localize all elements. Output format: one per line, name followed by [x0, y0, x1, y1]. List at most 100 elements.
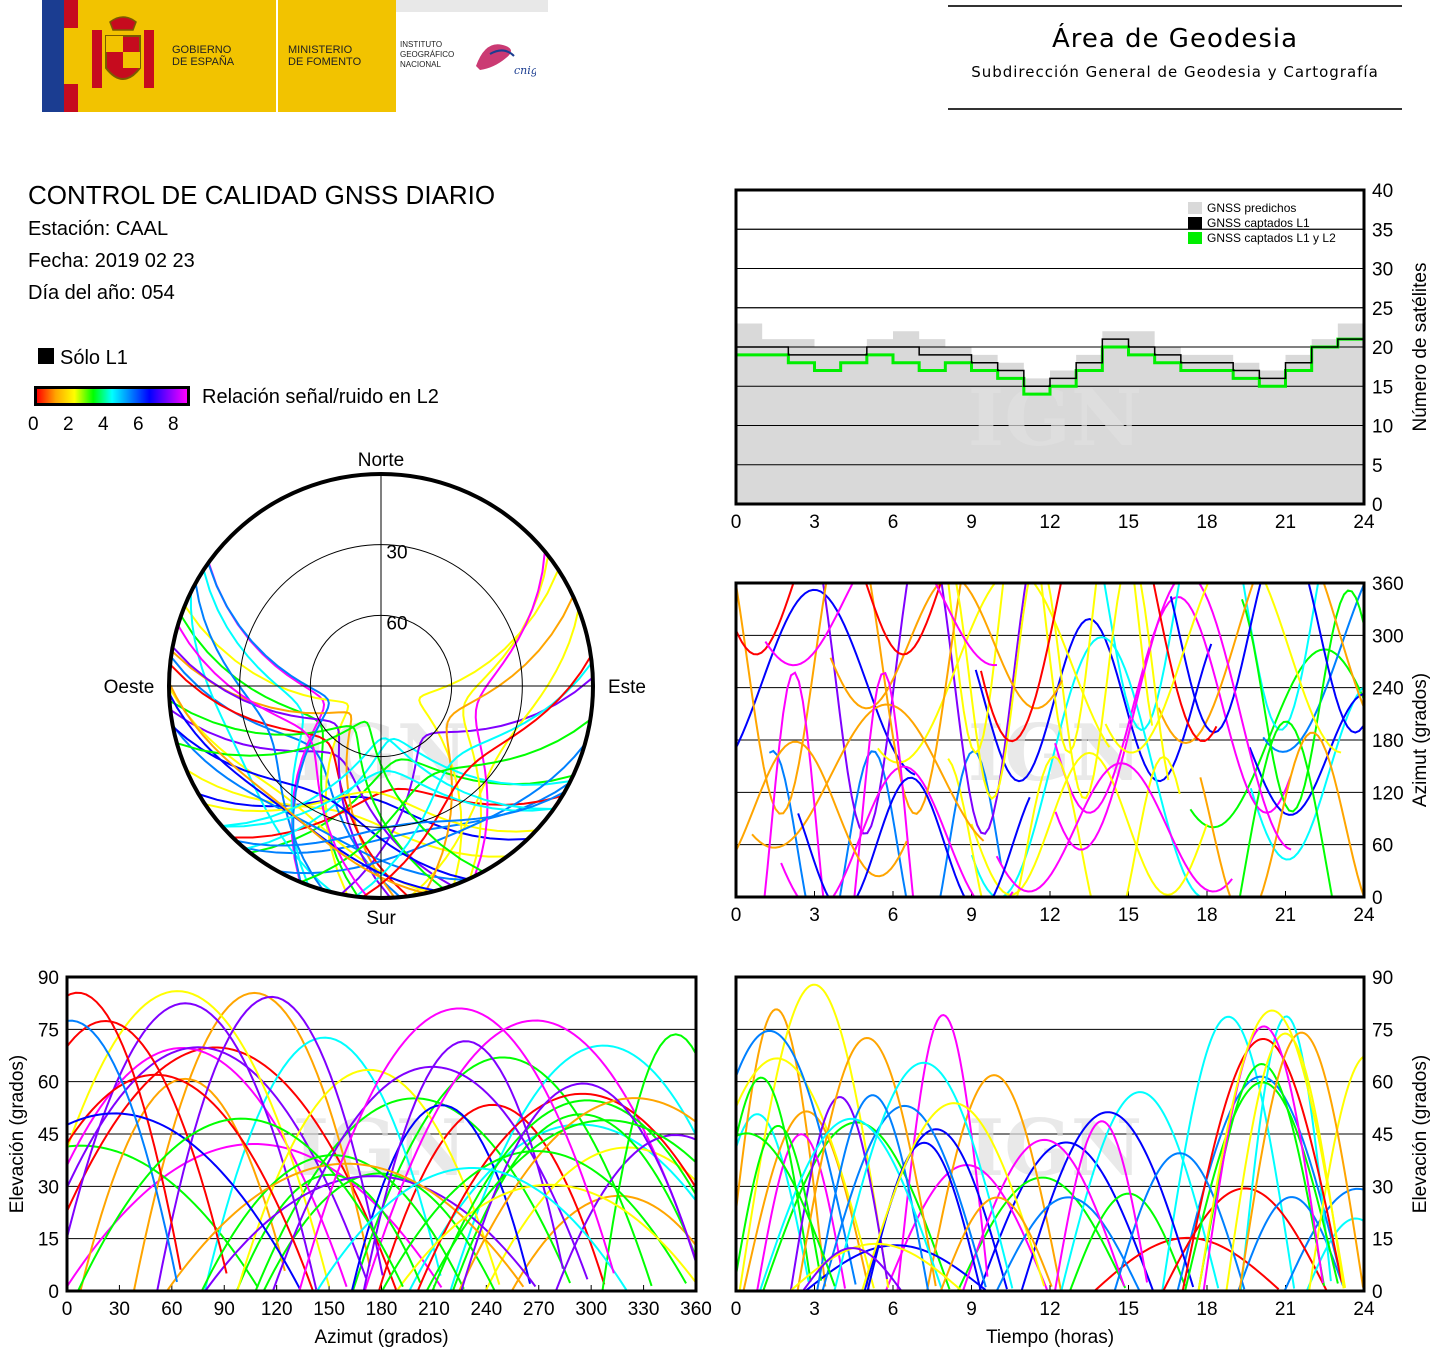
y-tick-label: 0 — [1372, 495, 1383, 516]
satellite-track — [416, 1092, 696, 1291]
x-tick-label: 18 — [1196, 1299, 1217, 1320]
satellite-track — [1241, 589, 1364, 813]
satellite-track — [789, 1242, 963, 1291]
satellite-track — [351, 1056, 653, 1291]
x-tick-label: 21 — [1275, 1299, 1296, 1320]
x-tick-label: 18 — [1196, 512, 1217, 533]
satellite-track — [736, 1132, 836, 1287]
ring-label-30: 30 — [386, 543, 407, 564]
header-top-rule — [948, 5, 1402, 7]
snr-tick-8: 8 — [168, 414, 179, 435]
date-label: Fecha: 2019 02 23 — [28, 250, 195, 272]
x-tick-label: 180 — [366, 1299, 398, 1320]
x-axis-title: Azimut (grados) — [314, 1327, 448, 1348]
satellite-track — [460, 1082, 696, 1291]
x-tick-label: 210 — [418, 1299, 450, 1320]
satellite-track — [947, 755, 1181, 897]
satellite-track — [763, 671, 915, 897]
y-tick-label: 45 — [1372, 1125, 1393, 1146]
satellite-track — [736, 588, 916, 776]
satellite-track — [363, 1019, 696, 1291]
satellite-track — [1305, 1217, 1364, 1291]
snr-tick-4: 4 — [98, 414, 109, 435]
satellite-track — [978, 1141, 1154, 1291]
plot-border — [734, 581, 1366, 899]
y-tick-label: 60 — [1372, 1073, 1393, 1094]
satellite-track — [410, 608, 580, 897]
y-tick-label: 240 — [1372, 679, 1404, 700]
satellite-track — [177, 624, 369, 898]
x-tick-label: 0 — [731, 1299, 742, 1320]
satellite-track — [1069, 1192, 1187, 1291]
y-tick-label: 15 — [1372, 1230, 1393, 1251]
satellite-track — [67, 990, 330, 1287]
satellite-track — [204, 790, 537, 833]
satellite-track — [235, 790, 566, 847]
satellite-track — [736, 1124, 823, 1281]
l1-only-label: Sólo L1 — [60, 347, 128, 369]
snr-label: Relación señal/ruido en L2 — [202, 386, 439, 408]
x-tick-label: 12 — [1039, 1299, 1060, 1320]
satellite-track — [132, 991, 371, 1291]
satellite-track — [222, 769, 555, 828]
satellite-track — [236, 1068, 501, 1291]
satellite-track — [1162, 1187, 1328, 1291]
satellite-track — [67, 1019, 178, 1283]
spain-flag-stripe — [64, 0, 78, 112]
satellite-track — [1053, 1120, 1149, 1291]
satellite-track — [738, 983, 890, 1291]
satellite-track — [278, 743, 586, 875]
x-tick-label: 0 — [62, 1299, 73, 1320]
snr-colorbar — [34, 386, 190, 406]
satellite-track — [816, 1094, 929, 1291]
elevation-azimuth-tracks — [67, 990, 696, 1291]
y-tick-label: 20 — [1372, 338, 1393, 359]
y-tick-label: 15 — [1372, 377, 1393, 398]
y-axis-title: Número de satélites — [1410, 263, 1431, 432]
satellite-track — [789, 1096, 889, 1291]
satellite-track — [955, 583, 1170, 801]
satellite-track — [1248, 692, 1364, 816]
satellite-track — [67, 1144, 259, 1288]
satellite-track — [169, 681, 426, 895]
satellite-track — [1060, 1091, 1220, 1291]
satellite-track — [1054, 583, 1292, 851]
gov-label: GOBIERNO DE ESPAÑA — [172, 44, 234, 68]
y-tick-label: 30 — [38, 1177, 59, 1198]
satellite-track — [171, 646, 392, 898]
satellite-track — [1169, 583, 1364, 734]
satellite-track — [156, 995, 384, 1291]
satellite-track — [758, 1117, 944, 1291]
x-tick-label: 6 — [888, 905, 899, 926]
satellite-track — [821, 1104, 987, 1291]
satellite-track — [861, 1102, 1046, 1291]
satellite-track — [877, 583, 1111, 764]
satellite-track — [1189, 648, 1364, 829]
watermark: IGN — [968, 373, 1142, 464]
series-predicted-area — [736, 323, 1364, 504]
satellite-track — [67, 1002, 318, 1290]
satellite-track — [1308, 1055, 1364, 1291]
satellite-track — [829, 583, 1063, 710]
x-tick-label: 300 — [575, 1299, 607, 1320]
satellite-track — [449, 1044, 696, 1291]
satellite-track — [1262, 583, 1364, 753]
plot-border — [734, 188, 1366, 506]
x-tick-label: 0 — [731, 905, 742, 926]
legend-swatch — [1188, 202, 1202, 214]
satellite-track — [802, 1247, 903, 1291]
y-tick-label: 180 — [1372, 731, 1404, 752]
satellite-track — [1239, 1015, 1332, 1291]
satellite-track — [601, 1033, 696, 1291]
report-title: CONTROL DE CALIDAD GNSS DIARIO — [28, 180, 496, 210]
elevation-azimuth-chart: 0 15 30 45 60 75 90 0 30 60 90 120 150 180 210 240 270 30… — [7, 968, 712, 1348]
header-bottom-rule — [948, 108, 1402, 110]
x-tick-label: 60 — [161, 1299, 182, 1320]
x-tick-label: 24 — [1353, 1299, 1375, 1320]
y-tick-label: 75 — [1372, 1020, 1393, 1041]
legend-swatch — [1188, 217, 1202, 229]
coat-of-arms-icon — [84, 16, 162, 96]
station-label: Estación: CAAL — [28, 218, 169, 240]
